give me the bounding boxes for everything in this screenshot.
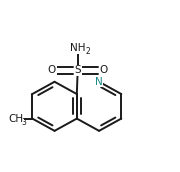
Text: S: S [74,65,81,75]
Text: CH: CH [8,114,23,123]
Text: NH: NH [70,43,85,53]
Text: 2: 2 [85,47,90,56]
Text: 3: 3 [22,118,27,127]
Text: O: O [99,65,107,75]
Text: N: N [95,77,103,87]
Text: O: O [48,65,56,75]
